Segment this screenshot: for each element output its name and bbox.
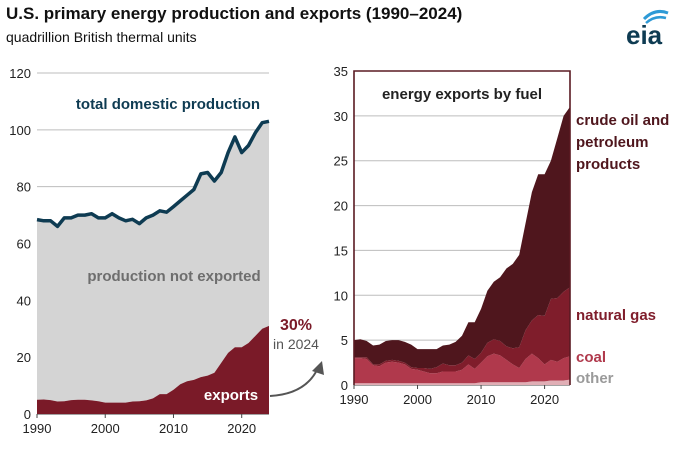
logo-arc	[642, 10, 669, 21]
coal-area	[354, 353, 570, 384]
exports-area	[37, 325, 269, 414]
right-y-tick-label: 20	[334, 199, 348, 214]
right-panel-title: energy exports by fuel	[382, 86, 542, 103]
chart-subtitle: quadrillion British thermal units	[6, 29, 197, 45]
left-x-tick-label: 2020	[227, 421, 256, 436]
left-y-tick-label: 20	[17, 350, 31, 365]
right-x-tick-label: 2000	[403, 392, 432, 407]
right-x-tick-label: 2010	[467, 392, 496, 407]
crude-oil-label: products	[576, 156, 640, 173]
total-production-line	[36, 119, 270, 229]
logo-text: eia	[626, 20, 663, 48]
natural-gas-label: natural gas	[576, 307, 656, 324]
not-exported-label: production not exported	[87, 268, 260, 285]
other-label: other	[576, 370, 614, 387]
left-y-tick-label: 120	[9, 66, 31, 81]
production-not-exported-area	[37, 121, 269, 403]
right-y-tick-label: 0	[341, 378, 348, 393]
right-x-tick-label: 2020	[530, 392, 559, 407]
logo-arc	[645, 15, 667, 24]
other-area	[354, 379, 570, 385]
right-y-tick-label: 15	[334, 243, 348, 258]
eia-logo: eia	[626, 10, 669, 48]
left-y-tick-label: 60	[17, 237, 31, 252]
exports-label: exports	[204, 387, 258, 404]
left-y-tick-label: 0	[24, 407, 31, 422]
left-x-tick-label: 2000	[91, 421, 120, 436]
chart-title: U.S. primary energy production and expor…	[6, 4, 463, 23]
crude-oil-area	[354, 106, 570, 369]
total-production-label: total domestic production	[76, 96, 260, 113]
crude-oil-label: crude oil and	[576, 112, 669, 129]
right-y-tick-label: 30	[334, 109, 348, 124]
right-y-tick-label: 10	[334, 288, 348, 303]
right-y-tick-label: 35	[334, 64, 348, 79]
export-share-note: in 2024	[273, 336, 319, 352]
left-x-tick-label: 2010	[159, 421, 188, 436]
crude-oil-label: petroleum	[576, 134, 649, 151]
connector-arrowhead	[312, 361, 324, 375]
right-y-tick-label: 5	[341, 333, 348, 348]
left-y-tick-label: 80	[17, 180, 31, 195]
right-y-tick-label: 25	[334, 154, 348, 169]
left-y-tick-label: 100	[9, 123, 31, 138]
natural-gas-area	[354, 287, 570, 374]
connector-arrow	[269, 367, 319, 397]
left-y-tick-label: 40	[17, 293, 31, 308]
right-panel-border	[353, 70, 571, 385]
right-x-tick-label: 1990	[340, 392, 369, 407]
export-share-value: 30%	[280, 317, 312, 334]
left-x-tick-label: 1990	[23, 421, 52, 436]
coal-label: coal	[576, 349, 606, 366]
